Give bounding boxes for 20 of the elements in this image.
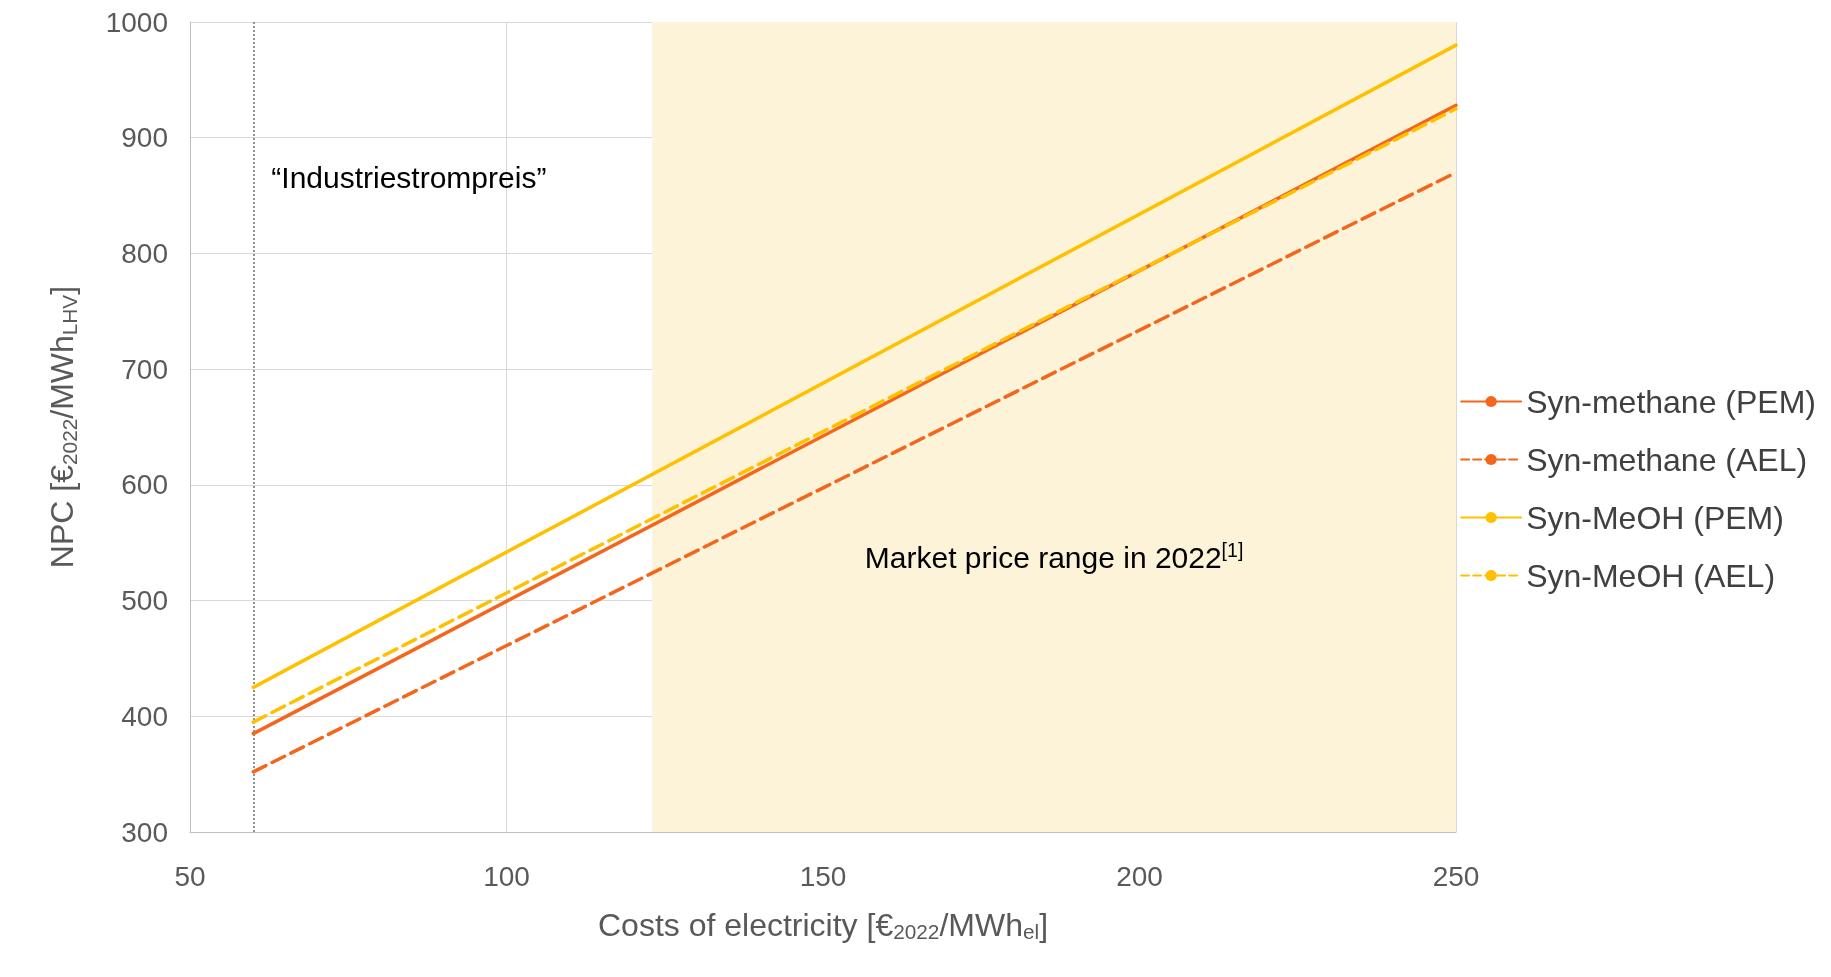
- ref-line-label: “Industriestrompreis”: [271, 160, 547, 194]
- x-tick-label: 50: [174, 860, 206, 892]
- x-axis-title: Costs of electricity [€2022/MWhel]: [597, 906, 1049, 944]
- legend-label: Syn-methane (PEM): [1526, 383, 1816, 420]
- y-tick-label: 700: [121, 353, 168, 385]
- x-tick-label: 250: [1432, 860, 1480, 892]
- legend-label: Syn-methane (AEL): [1526, 441, 1808, 478]
- y-tick-label: 900: [121, 122, 168, 154]
- y-tick-label: 500: [121, 585, 168, 617]
- y-tick-label: 600: [121, 469, 168, 501]
- x-tick-label: 200: [1116, 860, 1163, 892]
- x-tick-label: 100: [483, 860, 530, 892]
- y-tick-label: 800: [121, 237, 168, 269]
- legend-label: Syn-MeOH (PEM): [1526, 499, 1784, 536]
- y-tick-label: 300: [121, 816, 168, 848]
- y-axis-title: NPC [€2022/MWhLHV]: [44, 285, 81, 569]
- legend-label: Syn-MeOH (AEL): [1526, 557, 1776, 594]
- y-tick-label: 400: [121, 700, 168, 732]
- y-tick-label: 1000: [105, 6, 168, 38]
- x-tick-label: 150: [799, 860, 847, 892]
